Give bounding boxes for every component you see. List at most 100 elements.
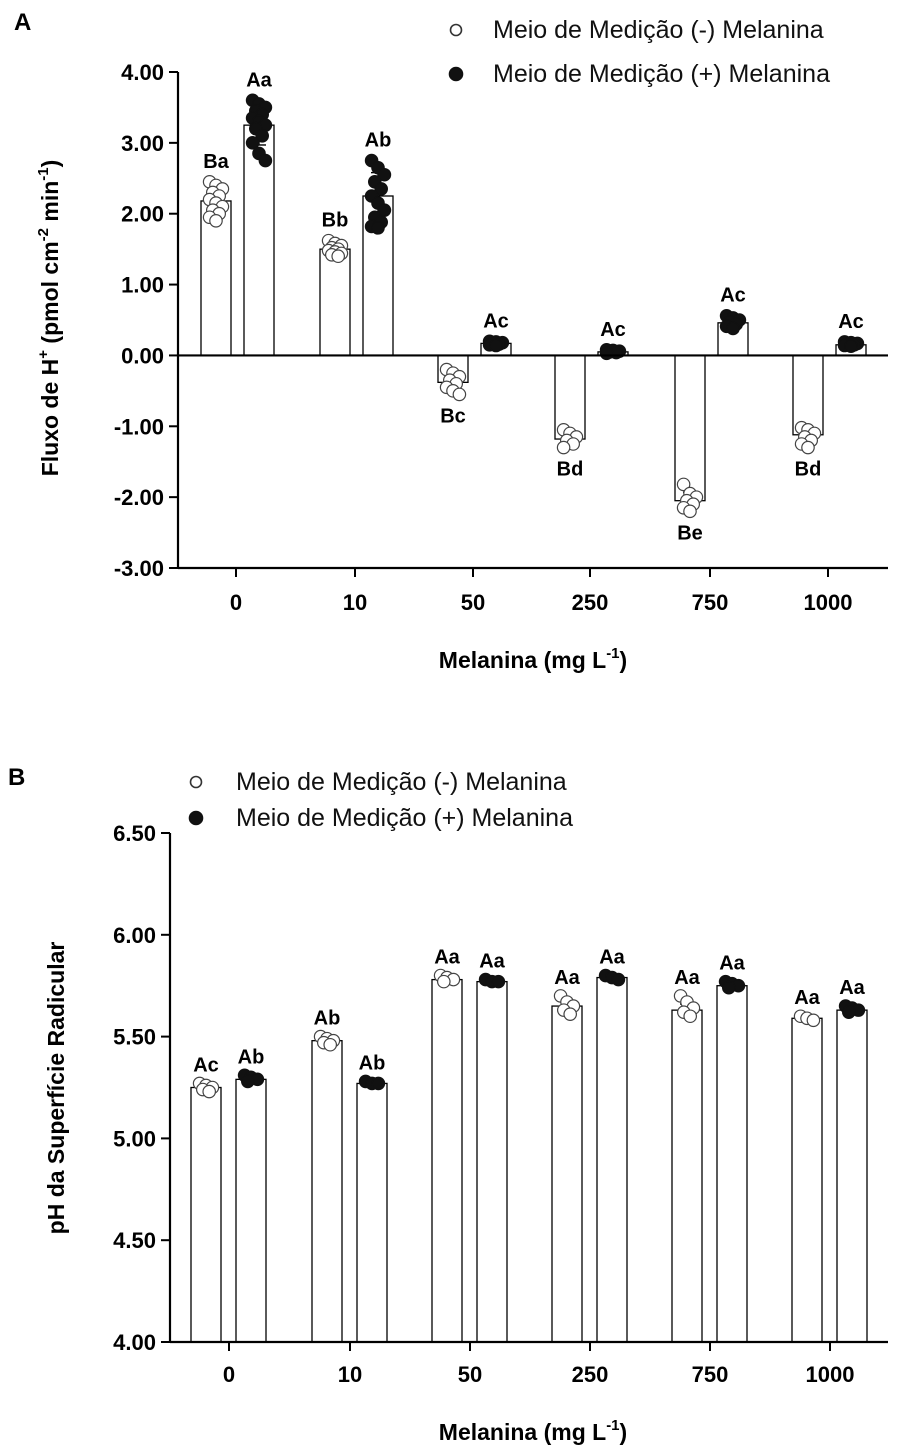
x-tick-label: 1000	[804, 590, 853, 615]
y-axis-title-sup: +	[35, 350, 52, 359]
significance-label: Ab	[359, 1052, 386, 1074]
significance-label: Aa	[794, 987, 820, 1009]
y-tick-label: 5.50	[113, 1025, 156, 1050]
x-tick-label: 10	[338, 1362, 362, 1387]
significance-label: Aa	[839, 977, 865, 999]
legend-marker	[188, 810, 204, 826]
significance-label: Aa	[554, 967, 580, 989]
x-axis-title-end: )	[620, 647, 628, 673]
y-tick-label: 4.00	[121, 60, 164, 85]
data-point	[489, 338, 503, 353]
data-point	[721, 980, 736, 995]
data-point	[371, 221, 385, 235]
data-point	[436, 974, 451, 989]
data-point	[374, 182, 388, 196]
chart-panel-b: B Ac Ab Aa Aa Aa Aa Ab Ab Aa Aa Aa Aa 6.50 6.00 5.50 5.0…	[8, 764, 888, 1445]
bar	[596, 976, 628, 1343]
x-axis-title-end: )	[620, 1419, 628, 1445]
significance-label: Bd	[795, 459, 822, 481]
legend-label: Meio de Medição (+) Melanina	[236, 804, 573, 832]
y-axis-title-part: min	[37, 181, 63, 228]
y-axis-title-part: (pmol cm	[37, 241, 63, 350]
bar	[674, 354, 706, 502]
x-axis-title-sup: -1	[606, 645, 619, 662]
data-point	[258, 153, 273, 168]
data-point	[452, 387, 467, 402]
legend-label: Meio de Medição (-) Melanina	[493, 16, 824, 44]
data-point	[801, 440, 815, 455]
significance-label: Ac	[193, 1054, 219, 1076]
significance-label: Aa	[719, 953, 745, 975]
x-tick-label: 250	[572, 1362, 609, 1387]
y-axis-title-part: )	[37, 160, 63, 168]
bar	[836, 1009, 868, 1343]
data-point	[844, 339, 858, 354]
significance-label: Ac	[483, 310, 509, 332]
data-point	[563, 1007, 577, 1022]
data-point	[683, 504, 697, 519]
significance-label: Ac	[600, 319, 626, 341]
y-axis-title: Fluxo de H+ (pmol cm-2 min-1)	[35, 160, 63, 477]
x-axis-title: Melanina (mg L-1)	[439, 645, 627, 673]
y-tick-label: 5.00	[113, 1126, 156, 1151]
y-axis-title-sup: -1	[35, 167, 52, 180]
x-tick-label: 750	[692, 590, 729, 615]
data-point	[371, 1076, 386, 1091]
y-tick-label: 0.00	[121, 343, 164, 368]
y-tick-label: 6.00	[113, 923, 156, 948]
x-axis-title-main: Melanina (mg L	[439, 647, 606, 673]
y-tick-label: 2.00	[121, 202, 164, 227]
legend-marker	[189, 775, 203, 789]
data-point	[676, 477, 691, 492]
y-axis-title-part: Fluxo de H	[37, 359, 63, 477]
significance-label: Bb	[322, 210, 349, 232]
bar	[716, 985, 748, 1343]
chart-panel-a: A Ba Bb Bc Bd Be Bd Aa Ab Ac Ac Ac Ac 4.00 3.00 2.00 1.0…	[14, 9, 888, 673]
panel-letter: A	[14, 9, 31, 36]
bar	[356, 1082, 388, 1343]
y-tick-label: 6.50	[113, 821, 156, 846]
data-point	[202, 1084, 216, 1099]
significance-label: Ab	[314, 1008, 341, 1030]
significance-label: Aa	[479, 951, 505, 973]
data-point	[331, 249, 345, 264]
x-tick-label: 750	[692, 1362, 729, 1387]
data-point	[611, 972, 626, 987]
bar	[551, 1005, 583, 1343]
significance-label: Ac	[720, 285, 746, 307]
x-tick-label: 0	[230, 590, 242, 615]
data-point	[241, 1074, 255, 1089]
bar	[190, 1086, 222, 1343]
x-axis-title: Melanina (mg L-1)	[439, 1417, 627, 1445]
y-tick-label: -1.00	[114, 414, 164, 439]
legend-marker	[448, 66, 464, 82]
significance-label: Ac	[838, 311, 864, 333]
panel-letter: B	[8, 764, 25, 791]
legend-label: Meio de Medição (-) Melanina	[236, 768, 567, 796]
significance-label: Bc	[440, 405, 466, 427]
bar	[431, 978, 463, 1343]
bar	[791, 1017, 823, 1343]
x-axis-title-sup: -1	[606, 1417, 619, 1434]
data-point	[841, 1005, 856, 1019]
y-tick-label: -2.00	[114, 485, 164, 510]
x-tick-label: 0	[223, 1362, 235, 1387]
significance-label: Ab	[238, 1046, 265, 1068]
bar	[476, 980, 508, 1343]
data-point	[726, 321, 740, 336]
x-tick-label: 1000	[806, 1362, 855, 1387]
data-point	[245, 136, 260, 150]
y-tick-label: 3.00	[121, 131, 164, 156]
y-tick-label: 1.00	[121, 273, 164, 298]
data-point	[255, 128, 269, 143]
x-axis-title-main: Melanina (mg L	[439, 1419, 606, 1445]
legend-label: Meio de Medição (+) Melanina	[493, 60, 830, 88]
x-tick-label: 10	[343, 590, 367, 615]
significance-label: Bd	[557, 459, 584, 481]
y-axis-title-sup: -2	[35, 228, 52, 241]
significance-label: Be	[677, 522, 703, 544]
significance-label: Ab	[365, 130, 392, 152]
data-point	[599, 346, 614, 361]
data-point	[556, 440, 571, 455]
